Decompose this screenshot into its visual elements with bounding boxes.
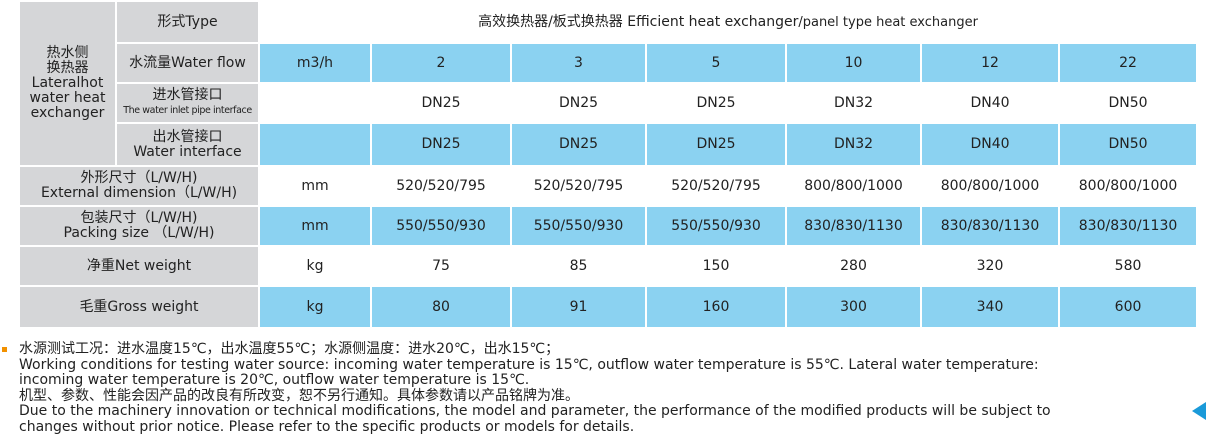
value-cell: 550/550/930 <box>510 205 647 247</box>
side-label: 热水侧 换热器 Lateralhot water heat exchanger <box>18 0 117 167</box>
value-cell: 830/830/1130 <box>920 205 1060 247</box>
unit-cell: kg <box>258 245 372 287</box>
side-label-line: Lateralhot <box>31 75 104 91</box>
value-cell: DN32 <box>785 122 922 167</box>
value-cell: 320 <box>920 245 1060 287</box>
value-cell: DN25 <box>370 122 512 167</box>
value-cell: 5 <box>645 42 787 84</box>
value-cell: 830/830/1130 <box>785 205 922 247</box>
value-cell: 580 <box>1057 245 1199 287</box>
side-label-line: water heat <box>29 90 106 106</box>
side-label-line: 热水侧 <box>46 45 89 61</box>
value-cell: 800/800/1000 <box>785 165 922 207</box>
value-cell: DN40 <box>920 122 1060 167</box>
unit-cell: mm <box>258 165 372 207</box>
value-cell: DN32 <box>785 82 922 124</box>
row-label: 包装尺寸（L/W/H) Packing size （L/W/H) <box>18 205 260 247</box>
row-label: 进水管接口 The water inlet pipe interface <box>115 82 260 124</box>
value-cell: 22 <box>1057 42 1199 84</box>
type-label: 形式Type <box>115 0 260 44</box>
row-label: 净重Net weight <box>18 245 260 287</box>
title-main: 高效换热器/板式换热器 Efficient heat exchanger <box>478 13 799 30</box>
row-label: 毛重Gross weight <box>18 285 260 329</box>
value-cell: 340 <box>920 285 1060 329</box>
unit-cell: m3/h <box>258 42 372 84</box>
value-cell: 520/520/795 <box>510 165 647 207</box>
spec-row: 包装尺寸（L/W/H) Packing size （L/W/H) mm 550/550… <box>18 205 1199 247</box>
value-cell: 85 <box>510 245 647 287</box>
value-cell: 2 <box>370 42 512 84</box>
value-cell: 280 <box>785 245 922 287</box>
unit-cell <box>258 82 372 124</box>
row-label-line: 水流量Water flow <box>129 54 246 71</box>
spec-row: 外形尺寸（L/W/H) External dimension（L/W/H) mm 52… <box>18 165 1199 207</box>
table-title: 高效换热器/板式换热器 Efficient heat exchanger/pan… <box>257 0 1199 44</box>
value-cell: 150 <box>645 245 787 287</box>
row-label: 水流量Water flow <box>115 42 260 84</box>
header-row: 热水侧 换热器 Lateralhot water heat exchanger 形式Typ… <box>18 0 1199 167</box>
row-label-line: Water interface <box>133 143 242 160</box>
row-label-line: 外形尺寸（L/W/H) <box>80 170 198 186</box>
note-zh: 机型、参数、性能会因产品的改良有所改变，恕不另行通知。具体参数请以产品铭牌为准。 <box>19 387 579 404</box>
note: 机型、参数、性能会因产品的改良有所改变，恕不另行通知。具体参数请以产品铭牌为准。… <box>2 347 1079 436</box>
value-cell: 830/830/1130 <box>1057 205 1199 247</box>
value-cell: 80 <box>370 285 512 329</box>
note-en: Working conditions for testing water sou… <box>19 356 1039 388</box>
value-cell: 520/520/795 <box>370 165 512 207</box>
spec-table: 热水侧 换热器 Lateralhot water heat exchanger 形式Typ… <box>18 0 1199 329</box>
value-cell: DN50 <box>1057 82 1199 124</box>
value-cell: DN25 <box>510 82 647 124</box>
value-cell: DN50 <box>1057 122 1199 167</box>
row-label-line: 毛重Gross weight <box>79 298 199 315</box>
table-body: 热水侧 换热器 Lateralhot water heat exchanger 形式Typ… <box>18 0 1199 329</box>
value-cell: 91 <box>510 285 647 329</box>
title-tail: /panel type heat exchanger <box>798 14 978 30</box>
value-cell: 160 <box>645 285 787 329</box>
value-cell: 550/550/930 <box>645 205 787 247</box>
row-label-line: External dimension（L/W/H) <box>40 185 238 201</box>
value-cell: 75 <box>370 245 512 287</box>
value-cell: 12 <box>920 42 1060 84</box>
unit-cell <box>258 122 372 167</box>
value-cell: DN25 <box>370 82 512 124</box>
row-label: 出水管接口 Water interface <box>115 122 260 167</box>
note-en: Due to the machinery innovation or techn… <box>19 403 1051 435</box>
row-label-line: Packing size （L/W/H) <box>63 225 215 241</box>
row-label-line: The water inlet pipe interface <box>123 105 252 116</box>
row-label-line: 进水管接口 <box>152 87 223 103</box>
row-label: 外形尺寸（L/W/H) External dimension（L/W/H) <box>18 165 260 207</box>
row-label-line: 出水管接口 <box>152 128 223 145</box>
value-cell: 800/800/1000 <box>1057 165 1199 207</box>
spec-row: 进水管接口 The water inlet pipe interface DN25 D… <box>19 82 1199 124</box>
row-label-line: 包装尺寸（L/W/H) <box>80 210 198 226</box>
value-cell: 600 <box>1057 285 1199 329</box>
spec-row: 出水管接口 Water interface DN25 DN25 DN25 DN32 DN40… <box>19 122 1199 167</box>
spec-row: 水流量Water flow m3/h 2 3 5 10 12 22 <box>19 42 1199 84</box>
side-label-line: 换热器 <box>46 60 89 76</box>
notes: 水源测试工况：进水温度15℃，出水温度55℃；水源侧温度：进水20℃，出水15℃… <box>2 341 1079 436</box>
value-cell: 300 <box>785 285 922 329</box>
nav-arrow[interactable] <box>1192 402 1206 420</box>
unit-cell: mm <box>258 205 372 247</box>
value-cell: DN25 <box>645 122 787 167</box>
value-cell: 550/550/930 <box>370 205 512 247</box>
value-cell: 10 <box>785 42 922 84</box>
value-cell: DN25 <box>510 122 647 167</box>
value-cell: 3 <box>510 42 647 84</box>
spec-row: 毛重Gross weight kg 80 91 160 300 340 600 <box>18 285 1199 329</box>
note-bullet <box>2 347 7 352</box>
value-cell: DN40 <box>920 82 1060 124</box>
unit-cell: kg <box>258 285 372 329</box>
side-label-line: exchanger <box>30 105 105 121</box>
value-cell: DN25 <box>645 82 787 124</box>
spec-row: 净重Net weight kg 75 85 150 280 320 580 <box>18 245 1199 287</box>
note-zh: 水源测试工况：进水温度15℃，出水温度55℃；水源侧温度：进水20℃，出水15℃… <box>19 341 560 357</box>
row-label-line: 净重Net weight <box>86 257 192 274</box>
value-cell: 520/520/795 <box>645 165 787 207</box>
value-cell: 800/800/1000 <box>920 165 1060 207</box>
note: 水源测试工况：进水温度15℃，出水温度55℃；水源侧温度：进水20℃，出水15℃… <box>2 341 1079 389</box>
